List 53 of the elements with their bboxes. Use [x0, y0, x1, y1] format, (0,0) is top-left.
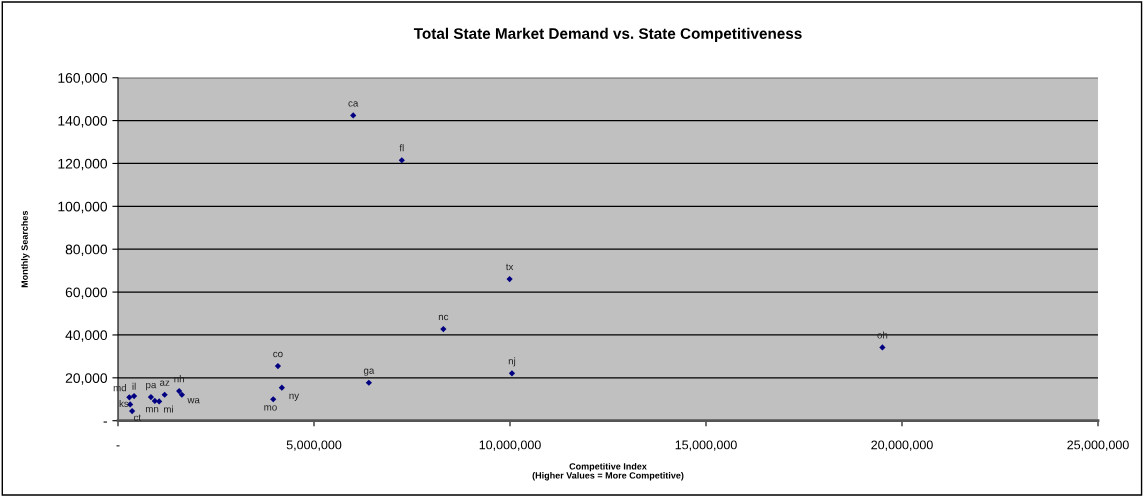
x-tick-label: 5,000,000	[286, 440, 342, 451]
y-tick-label: 20,000	[65, 373, 108, 385]
point	[879, 344, 886, 351]
data-label: fl	[399, 144, 404, 152]
point	[440, 325, 447, 333]
point	[178, 391, 185, 398]
point	[350, 112, 357, 119]
y-tick-label: 60,000	[65, 287, 108, 299]
point	[506, 275, 513, 283]
y-tick-label: -	[103, 421, 107, 423]
y-tick-label: 100,000	[58, 201, 108, 214]
point	[270, 396, 277, 403]
data-label: ga	[363, 368, 375, 376]
point	[274, 362, 282, 370]
point	[398, 157, 405, 164]
x-tick-label: 25,000,000	[1067, 440, 1129, 451]
data-label: wa	[187, 397, 200, 404]
point	[508, 370, 516, 377]
x-tick-label: -	[116, 445, 120, 447]
point	[161, 391, 168, 398]
y-tick-label: 40,000	[65, 330, 108, 342]
data-label: ca	[348, 101, 359, 107]
point	[156, 398, 163, 405]
chart-title: Total State Market Demand vs. State Competitiveness	[413, 27, 802, 42]
point	[129, 407, 136, 415]
y-tick-label: 160,000	[58, 73, 108, 85]
data-label: az	[159, 380, 170, 386]
point	[126, 394, 133, 401]
x-tick-label: 15,000,000	[675, 440, 737, 451]
data-label: tx	[505, 263, 514, 271]
data-label: ny	[289, 393, 300, 401]
data-label: nj	[508, 357, 516, 367]
point	[147, 394, 155, 401]
data-label: mi	[163, 405, 173, 413]
data-label: nc	[438, 314, 449, 321]
x-tick-label: 10,000,000	[479, 440, 541, 451]
data-label: mo	[264, 405, 277, 411]
point	[130, 392, 138, 400]
y-axis-title: Monthly Searches	[21, 210, 30, 288]
data-label: pa	[146, 382, 157, 391]
data-label: ks	[119, 399, 129, 408]
x-axis-title: Competitive Index (Higher Values = More Competitive)	[532, 462, 684, 481]
y-tick-label: 120,000	[58, 158, 108, 171]
x-tick-label: 20,000,000	[871, 440, 933, 451]
data-label: mn	[145, 406, 159, 413]
data-label: ct	[133, 414, 141, 421]
point	[278, 384, 285, 391]
point	[365, 379, 372, 386]
point	[176, 388, 183, 395]
data-label: il	[132, 382, 136, 390]
y-tick-label: 80,000	[65, 244, 108, 257]
data-label: co	[273, 351, 283, 358]
y-tick-label: 140,000	[58, 115, 108, 128]
